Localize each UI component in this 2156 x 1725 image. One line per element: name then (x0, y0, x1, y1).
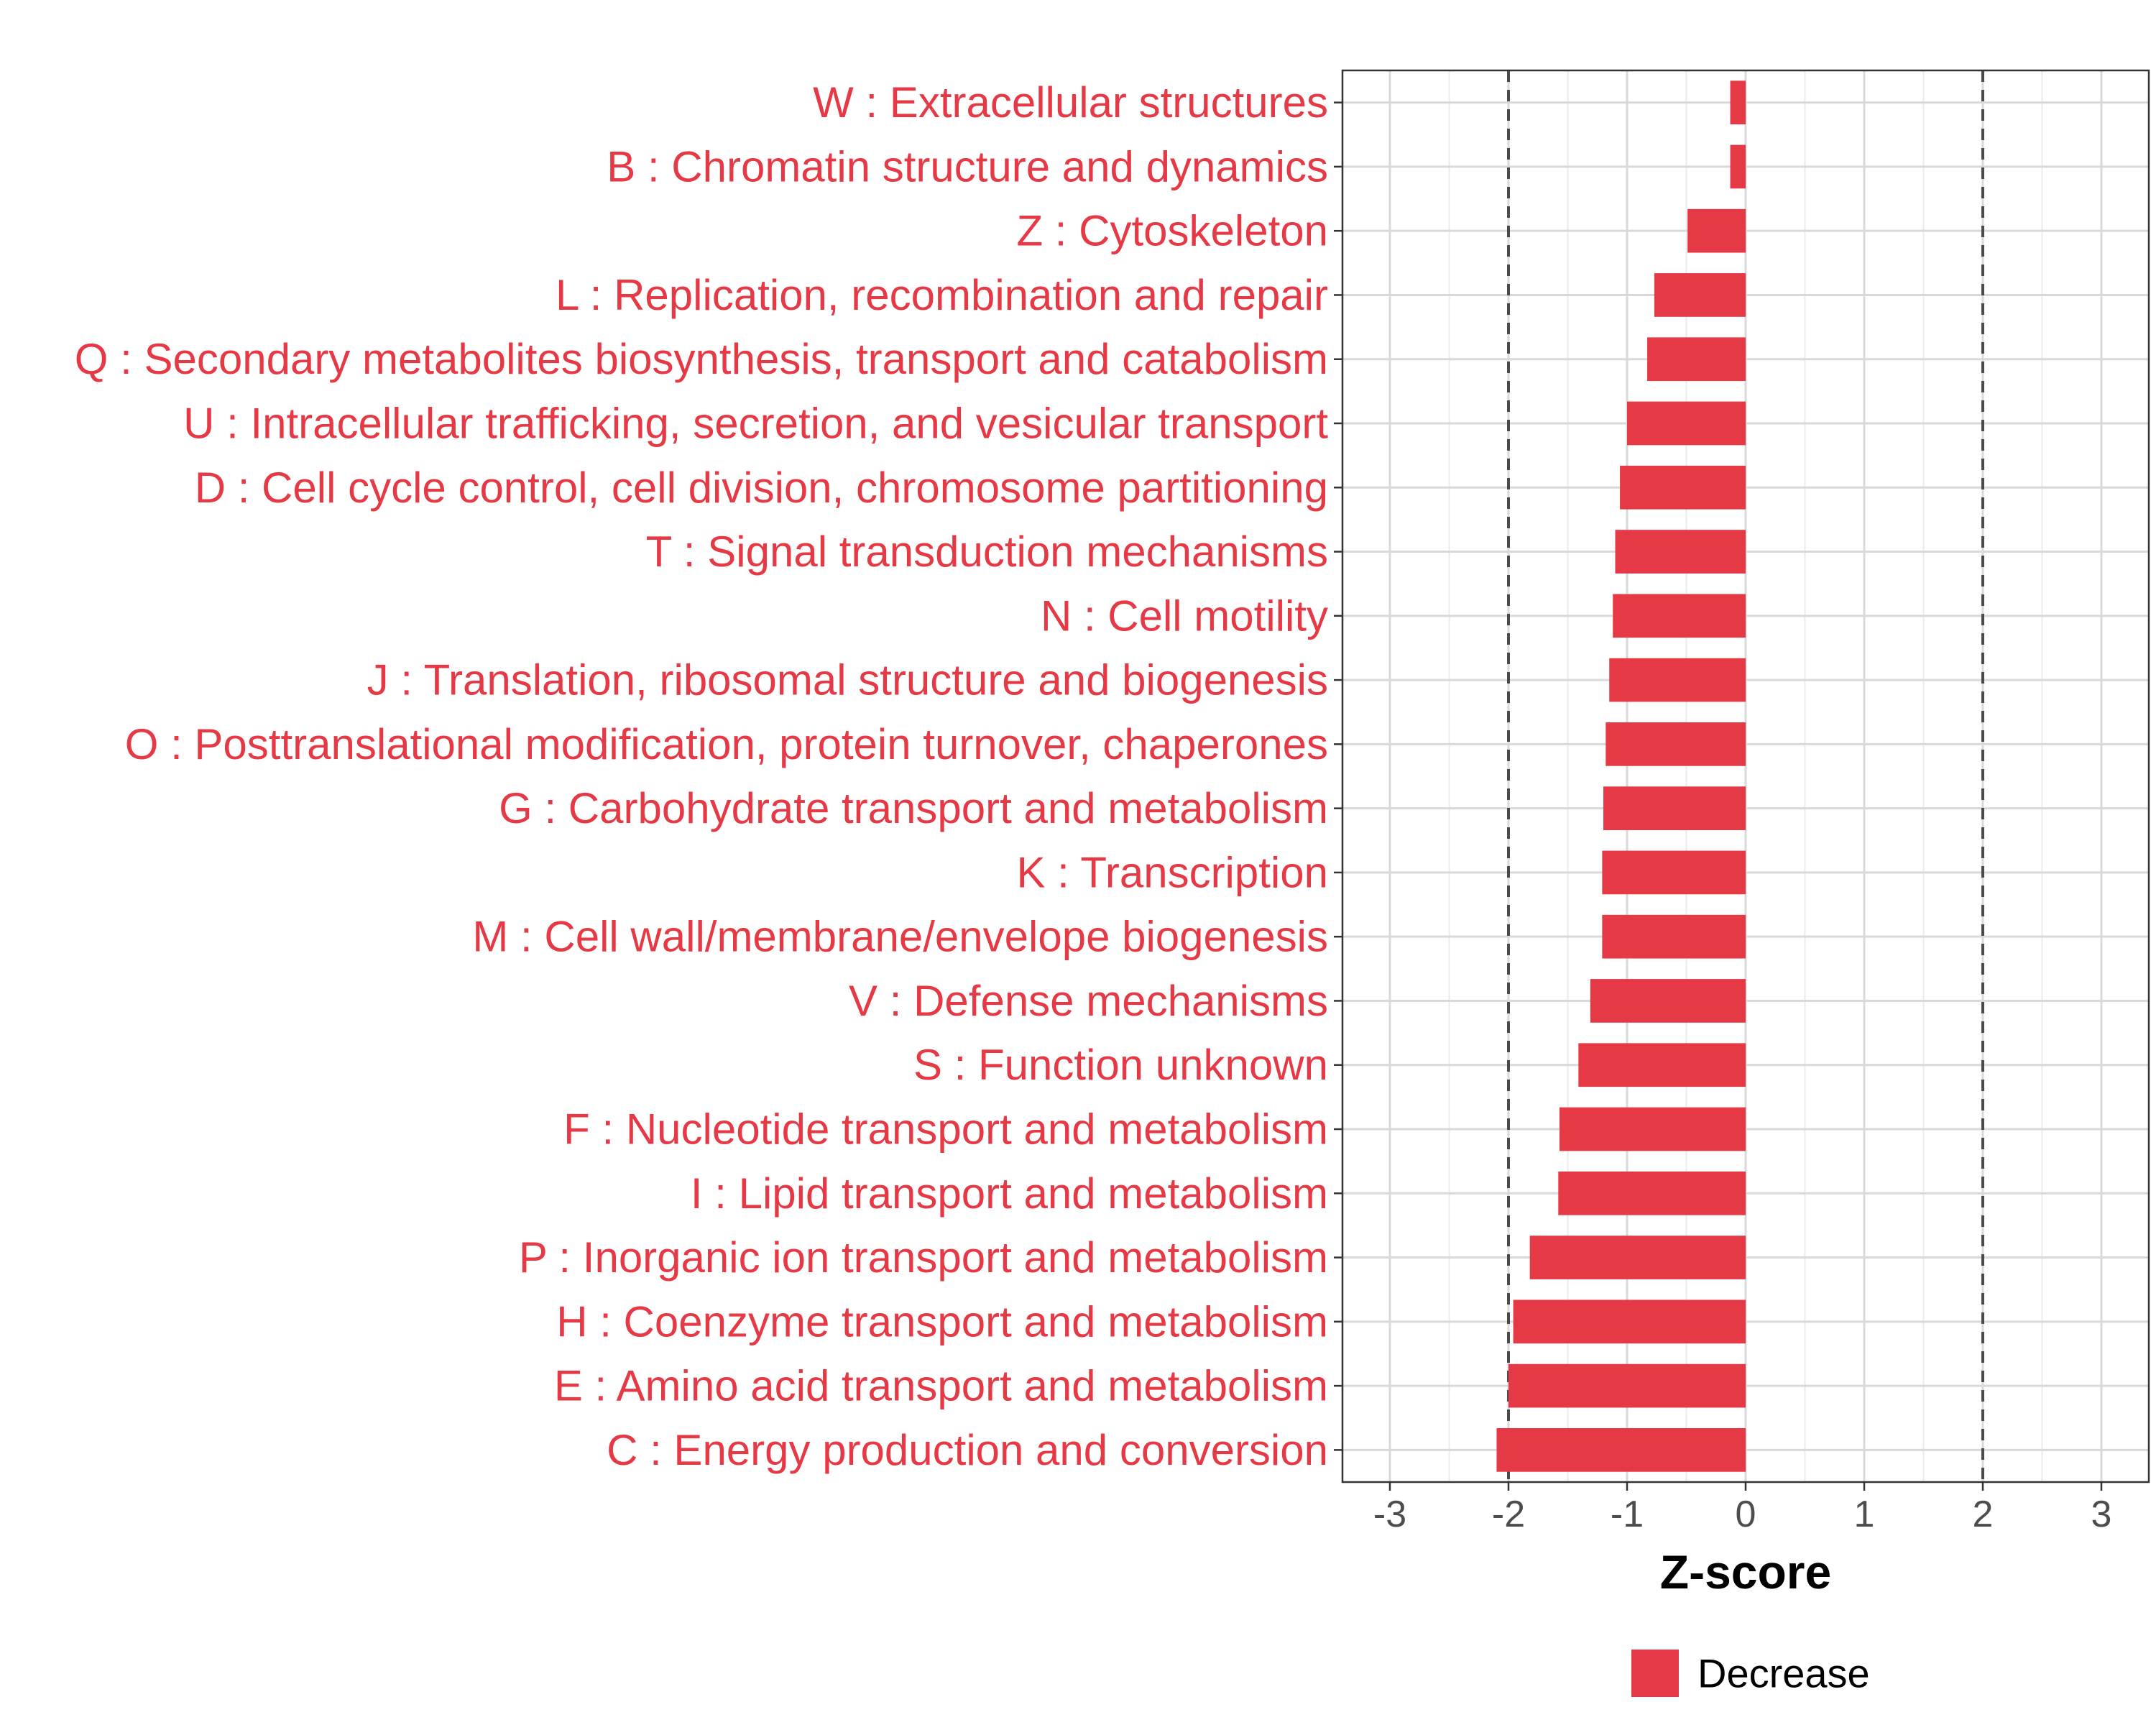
bar (1602, 914, 1746, 959)
bar (1606, 722, 1746, 766)
bar (1529, 1236, 1746, 1279)
category-label: K : Transcription (1016, 848, 1328, 896)
category-label: T : Signal transduction mechanisms (646, 528, 1328, 576)
legend-key-decrease (1631, 1650, 1679, 1697)
bar (1654, 273, 1746, 317)
bar (1508, 1363, 1746, 1408)
category-label: I : Lipid transport and metabolism (691, 1169, 1328, 1218)
category-label: B : Chromatin structure and dynamics (607, 142, 1328, 190)
bar (1627, 401, 1746, 446)
category-label: S : Function unknown (913, 1041, 1328, 1089)
bar (1496, 1428, 1746, 1472)
bar (1603, 786, 1746, 830)
bar (1647, 337, 1746, 382)
category-label: M : Cell wall/membrane/envelope biogenes… (472, 913, 1328, 961)
category-label: P : Inorganic ion transport and metaboli… (519, 1233, 1328, 1282)
bar (1513, 1300, 1746, 1344)
bar (1620, 465, 1746, 510)
category-label: Z : Cytoskeleton (1016, 207, 1328, 255)
bar (1730, 144, 1746, 189)
reference-lines (1507, 70, 1984, 1482)
category-label: D : Cell cycle control, cell division, c… (195, 464, 1328, 512)
x-tick-label: -2 (1492, 1494, 1525, 1535)
bar (1730, 80, 1746, 124)
category-label: O : Posttranslational modification, prot… (125, 720, 1328, 768)
x-axis-ticks: -3 -2 -1 0 1 2 3 (1373, 1482, 2112, 1535)
category-label: F : Nucleotide transport and metabolism (563, 1105, 1328, 1154)
category-label: J : Translation, ribosomal structure and… (367, 656, 1328, 704)
bar (1613, 594, 1746, 638)
x-tick-label: 1 (1854, 1494, 1875, 1535)
bar (1559, 1107, 1746, 1151)
x-tick-label: 3 (2091, 1494, 2112, 1535)
category-label: L : Replication, recombination and repai… (556, 271, 1328, 319)
x-tick-label: -3 (1373, 1494, 1406, 1535)
bar (1578, 1043, 1746, 1087)
category-label: V : Defense mechanisms (849, 977, 1328, 1025)
category-label: C : Energy production and conversion (607, 1426, 1328, 1474)
category-label: N : Cell motility (1041, 592, 1328, 640)
category-label: U : Intracellular trafficking, secretion… (183, 400, 1328, 448)
bar (1602, 850, 1746, 895)
category-label: E : Amino acid transport and metabolism (554, 1362, 1328, 1410)
category-labels: W : Extracellular structures B : Chromati… (75, 78, 1329, 1474)
x-tick-label: -1 (1611, 1494, 1644, 1535)
category-label: W : Extracellular structures (813, 78, 1328, 126)
legend: Decrease (1631, 1650, 1870, 1697)
category-label: G : Carbohydrate transport and metabolis… (499, 784, 1328, 832)
legend-label-decrease: Decrease (1697, 1651, 1870, 1696)
x-axis-title: Z-score (1660, 1545, 1831, 1598)
y-axis-ticks (1334, 101, 1342, 1451)
category-label: H : Coenzyme transport and metabolism (556, 1297, 1328, 1346)
bars (1496, 80, 1746, 1472)
x-tick-label: 2 (1973, 1494, 1994, 1535)
x-tick-label: 0 (1736, 1494, 1756, 1535)
bar (1687, 208, 1746, 253)
bar (1615, 530, 1746, 574)
bar (1609, 658, 1746, 702)
bar (1590, 979, 1746, 1023)
bar (1558, 1171, 1746, 1215)
category-label: Q : Secondary metabolites biosynthesis, … (75, 335, 1328, 383)
